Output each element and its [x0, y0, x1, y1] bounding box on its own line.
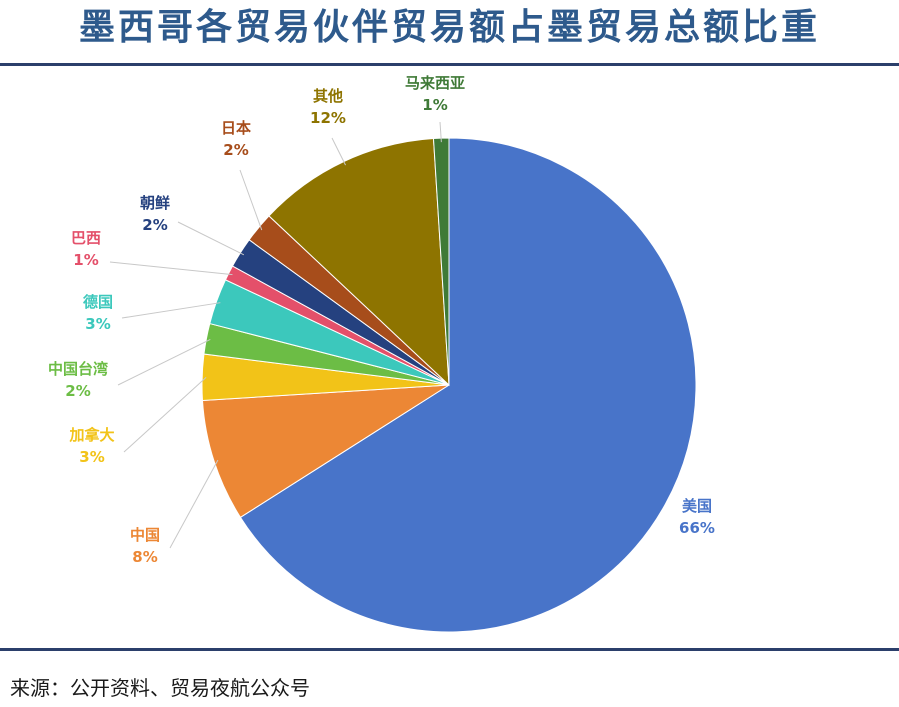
slice-value-label-9: 1% [422, 96, 447, 114]
slice-name-label-7: 日本 [221, 119, 251, 137]
leader-line-4 [121, 302, 221, 319]
leader-line-5 [109, 261, 233, 276]
leader-line-1 [169, 459, 219, 549]
slice-value-label-0: 66% [679, 519, 715, 537]
slice-name-label-9: 马来西亚 [405, 74, 465, 92]
leader-line-9 [439, 121, 442, 143]
slice-name-label-4: 德国 [83, 293, 113, 311]
pie-slice-1 [201, 384, 450, 519]
leader-line-6 [177, 221, 245, 256]
leader-line-2 [123, 376, 207, 453]
slice-value-label-7: 2% [223, 141, 248, 159]
slice-value-label-6: 2% [142, 216, 167, 234]
slice-value-label-3: 2% [65, 382, 90, 400]
slice-name-label-1: 中国 [130, 526, 160, 544]
slice-value-label-1: 8% [132, 548, 157, 566]
slice-name-label-3: 中国台湾 [48, 360, 108, 378]
leader-line-3 [117, 339, 211, 386]
bottom-divider [0, 648, 899, 651]
top-divider [0, 63, 899, 66]
slice-name-label-8: 其他 [313, 87, 343, 105]
slice-value-label-4: 3% [85, 315, 110, 333]
slice-name-label-5: 巴西 [71, 229, 101, 247]
slice-value-label-5: 1% [73, 251, 98, 269]
chart-title: 墨西哥各贸易伙伴贸易额占墨贸易总额比重 [78, 7, 820, 48]
pie-slice-0 [239, 137, 697, 633]
slice-name-label-2: 加拿大 [68, 426, 114, 444]
leader-line-8 [331, 137, 346, 166]
slice-name-label-6: 朝鲜 [140, 194, 170, 212]
source-note: 来源：公开资料、贸易夜航公众号 [10, 676, 310, 700]
slice-value-label-8: 12% [310, 109, 346, 127]
slice-name-label-0: 美国 [682, 497, 712, 515]
slice-value-label-2: 3% [79, 448, 104, 466]
leader-line-7 [239, 169, 263, 231]
